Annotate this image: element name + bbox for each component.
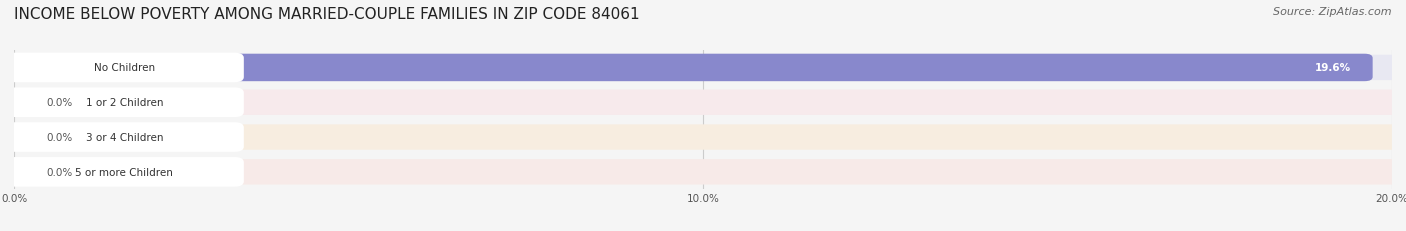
- FancyBboxPatch shape: [6, 55, 243, 82]
- FancyBboxPatch shape: [14, 55, 1392, 81]
- FancyBboxPatch shape: [14, 125, 1392, 150]
- Text: 0.0%: 0.0%: [46, 98, 73, 108]
- Text: 0.0%: 0.0%: [46, 167, 73, 177]
- Text: 19.6%: 19.6%: [1315, 63, 1351, 73]
- Text: 1 or 2 Children: 1 or 2 Children: [86, 98, 163, 108]
- Text: INCOME BELOW POVERTY AMONG MARRIED-COUPLE FAMILIES IN ZIP CODE 84061: INCOME BELOW POVERTY AMONG MARRIED-COUPL…: [14, 7, 640, 22]
- Text: Source: ZipAtlas.com: Source: ZipAtlas.com: [1274, 7, 1392, 17]
- FancyBboxPatch shape: [6, 158, 243, 186]
- FancyBboxPatch shape: [6, 124, 243, 151]
- FancyBboxPatch shape: [10, 91, 34, 115]
- FancyBboxPatch shape: [10, 160, 34, 184]
- FancyBboxPatch shape: [6, 55, 1372, 82]
- Text: 3 or 4 Children: 3 or 4 Children: [86, 132, 163, 143]
- Text: 5 or more Children: 5 or more Children: [76, 167, 173, 177]
- FancyBboxPatch shape: [6, 89, 243, 116]
- Text: 0.0%: 0.0%: [46, 132, 73, 143]
- FancyBboxPatch shape: [10, 125, 34, 149]
- FancyBboxPatch shape: [14, 90, 1392, 116]
- Text: No Children: No Children: [94, 63, 155, 73]
- FancyBboxPatch shape: [14, 159, 1392, 185]
